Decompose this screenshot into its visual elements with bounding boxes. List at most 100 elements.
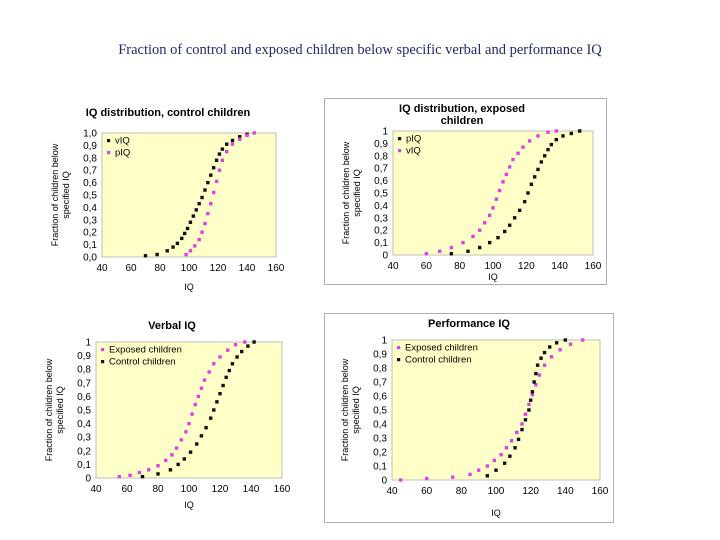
chart-title-line: Performance IQ (428, 318, 510, 330)
chart-control-children: IQ distribution, control children 40 60 80… (50, 107, 285, 292)
legend-label: Control children (109, 357, 176, 368)
x-tick-label: 100 (485, 261, 502, 272)
data-point (476, 468, 481, 472)
data-point (542, 350, 547, 355)
data-point (507, 223, 512, 227)
data-point (516, 151, 520, 156)
legend-label: vIQ (115, 136, 130, 147)
data-point (218, 391, 222, 396)
data-point (220, 158, 225, 162)
y-axis-label-line: specified IQ (55, 386, 65, 434)
data-point (217, 168, 222, 172)
data-point (147, 468, 151, 472)
legend-label: Exposed children (405, 343, 478, 354)
data-point (527, 402, 531, 407)
x-tick-label: 60 (421, 486, 433, 497)
y-tick-label: 0,2 (373, 448, 387, 459)
y-tick-label: 0,5 (77, 406, 91, 417)
data-point (200, 230, 204, 234)
data-point (117, 474, 121, 479)
x-tick-label: 140 (551, 261, 568, 272)
data-point (517, 208, 522, 213)
data-point (569, 131, 574, 136)
data-point (188, 220, 193, 224)
data-point (502, 229, 507, 234)
data-point (521, 145, 525, 149)
y-tick-label: 0,9 (374, 139, 388, 150)
data-point (174, 446, 179, 450)
data-point (191, 214, 196, 218)
x-tick-label: 160 (585, 261, 602, 272)
legend-marker (398, 149, 402, 153)
data-point (504, 446, 509, 450)
y-tick-label: 0,3 (77, 433, 91, 444)
y-tick-label: 0,2 (374, 226, 388, 237)
y-tick-label: 0,7 (83, 166, 97, 177)
data-point (215, 400, 219, 404)
x-axis-label: IQ (491, 508, 501, 518)
chart-title: IQ distribution, exposed children (399, 103, 525, 127)
y-axis-label-line: specified IQ (61, 171, 71, 219)
legend-marker (398, 137, 402, 141)
data-point (501, 180, 505, 184)
y-tick-label: 0,8 (77, 365, 91, 376)
y-axis-label-line: Fraction of children below (50, 143, 60, 246)
data-point (548, 345, 552, 349)
data-point (511, 157, 515, 162)
data-point (225, 142, 229, 146)
y-tick-label: 0,1 (373, 462, 387, 473)
legend-label: pIQ (115, 148, 130, 159)
chart-title-line: IQ distribution, exposed (399, 103, 525, 115)
data-point (206, 211, 210, 216)
data-point (211, 190, 216, 195)
data-point (513, 446, 517, 450)
data-point (156, 464, 160, 468)
data-point (243, 340, 247, 344)
data-point (561, 134, 565, 138)
data-point (437, 249, 442, 253)
legend-label: Control children (405, 355, 472, 366)
data-point (128, 473, 132, 477)
data-point (512, 216, 517, 220)
y-axis-label-line: Fraction of children below (340, 358, 350, 461)
data-point (235, 355, 239, 359)
data-point (528, 398, 533, 402)
data-point (520, 422, 524, 426)
data-point (140, 474, 145, 479)
data-point (537, 373, 542, 377)
data-point (204, 425, 208, 430)
y-tick-label: 1 (382, 127, 388, 138)
data-point (504, 172, 509, 177)
plot-area (392, 130, 594, 256)
data-point (199, 386, 204, 390)
y-axis-label: Fraction of children belowspecified IQ (340, 358, 361, 461)
x-tick-label: 140 (243, 484, 260, 495)
data-point (209, 173, 213, 177)
data-point (217, 152, 222, 156)
data-point (507, 165, 512, 169)
chart-title: IQ distribution, control children (86, 107, 251, 119)
data-point (549, 355, 554, 359)
y-tick-label: 0 (382, 251, 388, 262)
data-point (491, 206, 495, 210)
y-tick-label: 0,9 (373, 350, 387, 361)
chart-title: Verbal IQ (148, 320, 196, 332)
data-point (245, 133, 249, 138)
chart-exposed-children: IQ distribution, exposed children 40 60 80 1… (324, 98, 607, 285)
y-tick-label: 0,4 (83, 203, 97, 214)
y-tick-label: 0,6 (374, 176, 388, 187)
data-point (180, 236, 184, 241)
data-point (520, 427, 524, 432)
y-tick-label: 0,8 (83, 153, 97, 164)
data-point (468, 472, 472, 477)
chart-title-line: Verbal IQ (148, 320, 196, 332)
x-axis-label: IQ (488, 272, 498, 282)
y-tick-label: 0 (381, 476, 387, 487)
data-point (508, 454, 512, 458)
data-point (494, 468, 498, 472)
plot-area (391, 339, 601, 481)
y-tick-label: 1,0 (83, 129, 97, 140)
data-point (398, 478, 403, 482)
y-tick-label: 0,0 (83, 253, 97, 264)
legend-marker (107, 151, 111, 155)
